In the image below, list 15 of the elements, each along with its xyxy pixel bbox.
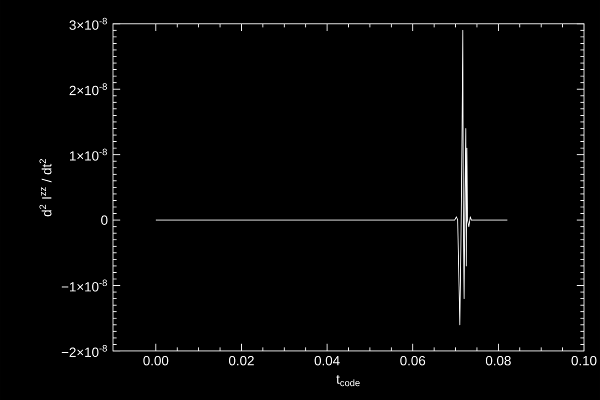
y-tick-label: −2×10$^{-8}$ (62, 344, 107, 357)
x-tick-label: 0.00 (143, 356, 168, 366)
x-tick-label: 0.02 (228, 356, 254, 366)
x-tick-label: 0.04 (314, 356, 340, 366)
x-tick-label: 0.10 (572, 356, 596, 366)
y-tick-label: 2×10$^{-8}$ (70, 83, 107, 96)
y-tick-label: 1×10$^{-8}$ (70, 148, 107, 161)
line-series (155, 30, 508, 326)
x-axis-title: t$_{code}$ (336, 375, 360, 386)
y-axis-title: d$^{2}$ I$^{zz}$ / dt$^{2}$ (39, 159, 52, 216)
x-tick-label: 0.06 (400, 356, 426, 366)
x-tick-label: 0.08 (486, 356, 511, 366)
y-tick-label: 3×10$^{-8}$ (69, 18, 107, 30)
y-tick-label: 0 (101, 215, 108, 225)
y-tick-label: −1×10$^{-8}$ (62, 280, 107, 292)
